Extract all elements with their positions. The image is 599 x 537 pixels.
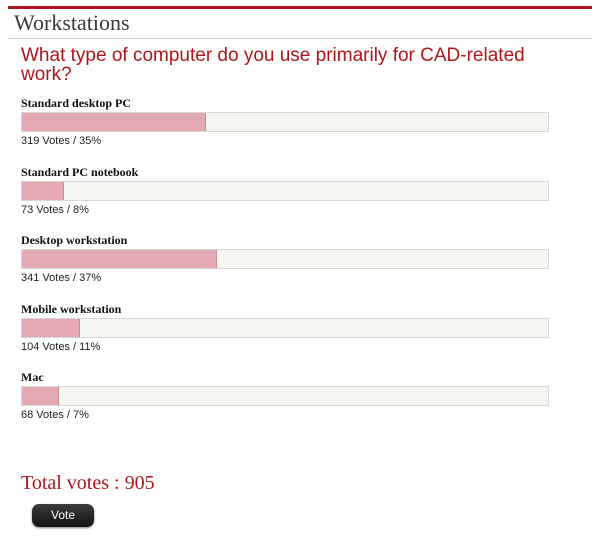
poll-option: Standard desktop PC 319 Votes / 35% <box>21 96 561 148</box>
result-bar-fill <box>22 319 80 337</box>
result-bar-track <box>21 112 549 132</box>
poll-title: Workstations <box>14 10 130 35</box>
result-bar-fill <box>22 387 59 405</box>
result-bar-track <box>21 181 549 201</box>
option-votes: 73 Votes / 8% <box>21 204 89 216</box>
option-votes: 319 Votes / 35% <box>21 135 102 147</box>
option-label: Mac <box>21 370 44 384</box>
option-votes: 68 Votes / 7% <box>21 409 89 421</box>
result-bar-track <box>21 318 549 338</box>
vote-button[interactable]: Vote <box>32 504 94 527</box>
result-bar-track <box>21 386 549 406</box>
title-divider <box>8 38 592 39</box>
option-votes: 104 Votes / 11% <box>21 341 101 353</box>
top-rule <box>8 6 592 9</box>
poll-option: Standard PC notebook 73 Votes / 8% <box>21 165 561 217</box>
poll-option: Desktop workstation 341 Votes / 37% <box>21 233 561 285</box>
option-votes: 341 Votes / 37% <box>21 272 102 284</box>
poll-question: What type of computer do you use primari… <box>21 45 525 85</box>
result-bar-fill <box>22 182 65 200</box>
option-label: Mobile workstation <box>21 302 122 316</box>
option-label: Desktop workstation <box>21 233 128 247</box>
poll-option: Mac 68 Votes / 7% <box>21 370 561 422</box>
result-bar-track <box>21 249 549 269</box>
result-bar-fill <box>22 250 217 268</box>
option-label: Standard desktop PC <box>21 96 132 110</box>
option-label: Standard PC notebook <box>21 165 139 179</box>
result-bar-fill <box>22 113 207 131</box>
total-votes: Total votes : 905 <box>21 472 155 494</box>
poll-option: Mobile workstation 104 Votes / 11% <box>21 302 561 354</box>
